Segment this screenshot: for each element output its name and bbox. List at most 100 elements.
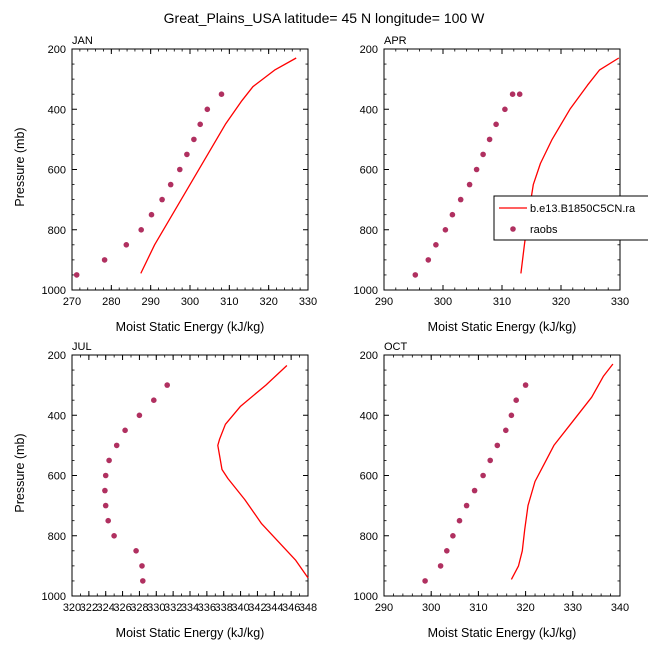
y-axis-label-jul: Pressure (mb) xyxy=(13,433,27,512)
obs-point-apr xyxy=(412,272,419,278)
obs-point-apr xyxy=(466,181,473,188)
y-tick-label-oct: 400 xyxy=(360,410,378,422)
y-tick-label-apr: 200 xyxy=(360,44,378,56)
x-tick-label-jul: 328 xyxy=(130,602,148,614)
obs-point-jul xyxy=(106,457,112,464)
x-tick-label-jul: 344 xyxy=(265,602,283,614)
x-tick-label-jan: 320 xyxy=(259,296,277,308)
obs-point-jul xyxy=(133,548,139,554)
y-tick-label-apr: 400 xyxy=(360,104,378,116)
plot-frame-jan xyxy=(71,48,309,291)
series-model-line-apr xyxy=(520,57,620,274)
obs-point-oct xyxy=(494,442,501,449)
obs-point-oct xyxy=(463,502,470,509)
x-tick-label-apr: 320 xyxy=(552,296,570,308)
obs-point-apr xyxy=(502,106,508,113)
obs-point-jul xyxy=(140,578,146,584)
y-tick-label-jan: 400 xyxy=(48,104,66,116)
obs-point-oct xyxy=(508,412,515,419)
obs-point-apr xyxy=(425,257,432,263)
obs-point-jul xyxy=(113,442,120,449)
legend-box xyxy=(493,195,648,241)
x-tick-label-jan: 270 xyxy=(63,296,81,308)
x-tick-label-jul: 324 xyxy=(97,602,115,614)
x-tick-label-jul: 338 xyxy=(215,602,233,614)
obs-point-oct xyxy=(503,427,509,434)
x-tick-label-oct: 320 xyxy=(516,602,534,614)
obs-point-oct xyxy=(522,382,529,388)
y-tick-label-jul: 800 xyxy=(48,531,66,543)
y-tick-label-oct: 600 xyxy=(360,471,378,483)
obs-point-jan xyxy=(138,227,144,233)
obs-point-oct xyxy=(450,533,456,539)
series-model-line-jul xyxy=(217,365,309,579)
x-tick-label-jan: 330 xyxy=(299,296,317,308)
x-tick-label-jan: 300 xyxy=(181,296,199,308)
x-tick-label-oct: 340 xyxy=(611,602,629,614)
x-axis-label-jul: Moist Static Energy (kJ/kg) xyxy=(116,626,265,640)
y-tick-label-jul: 1000 xyxy=(42,591,66,603)
x-tick-label-jan: 290 xyxy=(141,296,159,308)
obs-point-apr xyxy=(449,211,456,218)
obs-point-jul xyxy=(102,502,109,509)
x-tick-label-jul: 320 xyxy=(63,602,81,614)
obs-point-jan xyxy=(197,121,203,128)
y-tick-label-jan: 600 xyxy=(48,165,66,177)
x-tick-label-apr: 330 xyxy=(611,296,629,308)
plot-frame-apr xyxy=(383,48,621,291)
x-tick-label-oct: 290 xyxy=(375,602,393,614)
obs-point-apr xyxy=(473,166,480,173)
obs-point-jul xyxy=(102,472,109,479)
obs-point-apr xyxy=(457,196,464,203)
panel-label-jul: JUL xyxy=(72,341,92,353)
obs-point-apr xyxy=(442,227,449,233)
x-tick-label-oct: 330 xyxy=(564,602,582,614)
x-tick-label-jul: 322 xyxy=(80,602,98,614)
x-tick-label-jul: 326 xyxy=(113,602,131,614)
obs-point-jul xyxy=(111,533,117,539)
obs-point-jan xyxy=(73,272,80,278)
obs-point-jan xyxy=(123,242,130,248)
plot-frame-oct xyxy=(383,354,621,597)
obs-point-jul xyxy=(164,382,170,388)
obs-point-jul xyxy=(122,427,128,434)
obs-point-oct xyxy=(437,563,444,569)
legend: b.e13.B1850C5CN.ra raobs xyxy=(493,195,648,241)
panel-oct: OCT Moist Static Energy (kJ/kg) 290 300 31… xyxy=(354,341,630,640)
x-tick-label-jul: 330 xyxy=(147,602,165,614)
x-tick-label-jul: 332 xyxy=(164,602,182,614)
x-tick-label-jan: 310 xyxy=(220,296,238,308)
y-tick-label-oct: 200 xyxy=(360,350,378,362)
panel-label-apr: APR xyxy=(384,35,407,47)
x-tick-label-jul: 340 xyxy=(231,602,249,614)
obs-point-jul xyxy=(136,412,143,419)
x-axis-label-oct: Moist Static Energy (kJ/kg) xyxy=(428,626,577,640)
y-tick-label-jul: 400 xyxy=(48,410,66,422)
obs-point-oct xyxy=(456,517,463,524)
obs-point-apr xyxy=(486,136,493,143)
y-tick-label-oct: 1000 xyxy=(354,591,378,603)
obs-point-jul xyxy=(139,563,145,569)
y-tick-label-jan: 200 xyxy=(48,44,66,56)
y-tick-label-jul: 600 xyxy=(48,471,66,483)
obs-point-apr xyxy=(509,91,516,97)
y-tick-label-apr: 1000 xyxy=(354,285,378,297)
obs-point-jul xyxy=(151,397,157,404)
x-tick-label-jan: 280 xyxy=(102,296,120,308)
obs-point-jan xyxy=(218,91,225,97)
obs-point-oct xyxy=(513,397,519,404)
y-axis-label-jan: Pressure (mb) xyxy=(13,127,27,206)
x-axis-label-jan: Moist Static Energy (kJ/kg) xyxy=(116,320,265,334)
x-tick-label-apr: 290 xyxy=(375,296,393,308)
y-tick-label-jan: 1000 xyxy=(42,285,66,297)
obs-point-jul xyxy=(102,487,108,494)
x-tick-label-apr: 310 xyxy=(493,296,511,308)
panel-jul: JUL Moist Static Energy (kJ/kg) Pressure… xyxy=(13,341,317,640)
obs-point-jan xyxy=(191,136,197,143)
panel-jan: JAN Moist Static Energy (kJ/kg) Pressure… xyxy=(13,35,317,334)
legend-obs-label: raobs xyxy=(530,224,558,236)
y-tick-label-apr: 600 xyxy=(360,165,378,177)
x-tick-label-jul: 336 xyxy=(198,602,216,614)
obs-point-oct xyxy=(422,578,428,584)
panel-label-oct: OCT xyxy=(384,341,408,353)
